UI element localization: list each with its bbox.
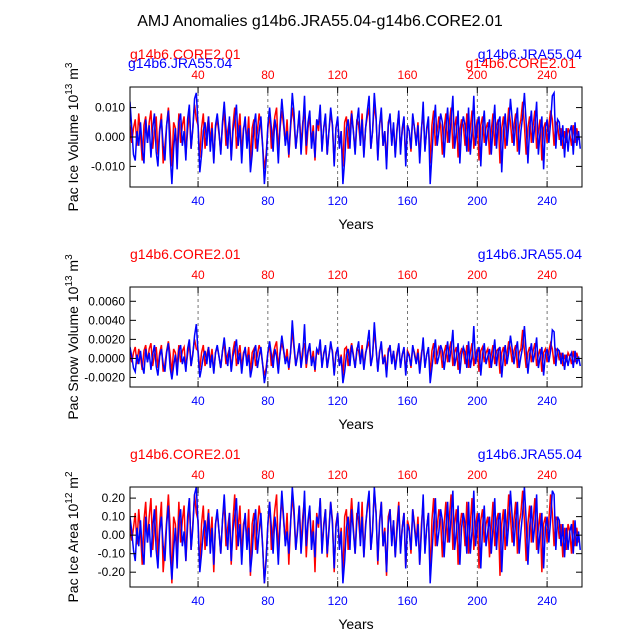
legend-jra: g14b6.JRA55.04: [478, 446, 583, 462]
xtick-label-top: 200: [467, 268, 487, 282]
legend-core: g14b6.CORE2.01: [130, 446, 241, 462]
xtick-label-bottom: 40: [191, 394, 205, 408]
xtick-label-bottom: 160: [397, 394, 417, 408]
xtick-label-bottom: 200: [467, 194, 487, 208]
legend-core: g14b6.CORE2.01: [130, 246, 241, 262]
figure-title: AMJ Anomalies g14b6.JRA55.04-g14b6.CORE2…: [137, 13, 503, 30]
xtick-label-bottom: 240: [537, 194, 557, 208]
x-axis-label: Years: [338, 616, 373, 632]
xtick-label-top: 40: [191, 268, 205, 282]
ytick-label: 0.00: [102, 528, 126, 542]
ytick-label: 0.000: [95, 130, 125, 144]
panel-snow-volume: -0.0020 0.0000 0.0020 0.0040 0.0060 40 40 80 80 1…: [64, 246, 583, 432]
xtick-label-bottom: 40: [191, 594, 205, 608]
xtick-label-top: 160: [397, 68, 417, 82]
xtick-label-top: 160: [397, 268, 417, 282]
y-axis-label: Pac Snow Volume 1013 m3: [64, 254, 81, 420]
xtick-label-top: 120: [328, 268, 348, 282]
panel-ice-volume: -0.010 0.000 0.010 40 40 80 80 120 120 160 160 200 2…: [64, 46, 583, 232]
ytick-label: 0.0020: [88, 332, 125, 346]
xtick-label-bottom: 240: [537, 394, 557, 408]
xtick-label-top: 80: [261, 468, 275, 482]
ytick-label: 0.20: [102, 491, 126, 505]
xtick-label-top: 240: [537, 268, 557, 282]
xtick-label-bottom: 120: [328, 194, 348, 208]
legend-core: g14b6.CORE2.01: [130, 46, 241, 62]
ytick-label: 0.10: [102, 510, 126, 524]
xtick-label-top: 200: [467, 468, 487, 482]
legend-jra: g14b6.JRA55.04: [478, 46, 583, 62]
xtick-label-top: 40: [191, 68, 205, 82]
y-axis-label: Pac Ice Volume 1013 m3: [64, 62, 81, 211]
ytick-label: 0.0000: [88, 351, 125, 365]
xtick-label-top: 80: [261, 68, 275, 82]
xtick-label-top: 40: [191, 468, 205, 482]
xtick-label-bottom: 40: [191, 194, 205, 208]
xtick-label-bottom: 200: [467, 394, 487, 408]
x-axis-label: Years: [338, 216, 373, 232]
xtick-label-bottom: 80: [261, 594, 275, 608]
legend-jra: g14b6.JRA55.04: [478, 246, 583, 262]
xtick-label-bottom: 80: [261, 194, 275, 208]
xtick-label-top: 240: [537, 68, 557, 82]
xtick-label-top: 120: [328, 68, 348, 82]
xtick-label-bottom: 160: [397, 194, 417, 208]
series-line-jra: [130, 487, 581, 584]
ytick-label: 0.0060: [88, 294, 125, 308]
xtick-label-top: 80: [261, 268, 275, 282]
series-line-jra: [130, 90, 581, 185]
ytick-label: 0.0040: [88, 313, 125, 327]
plot-frame: [129, 286, 583, 388]
legend-core-overlap: g14b6.CORE2.01: [465, 55, 576, 71]
xtick-label-bottom: 240: [537, 594, 557, 608]
xtick-label-top: 240: [537, 468, 557, 482]
panel-ice-area: -0.20 -0.10 0.00 0.10 0.20 40 40 80 80 120 120 160 1…: [64, 446, 583, 632]
xtick-label-bottom: 120: [328, 594, 348, 608]
ytick-label: -0.0020: [84, 370, 125, 384]
xtick-label-bottom: 80: [261, 394, 275, 408]
xtick-label-bottom: 160: [397, 594, 417, 608]
plot-frame: [129, 486, 583, 588]
panels: -0.010 0.000 0.010 40 40 80 80 120 120 160 160 200 2…: [64, 46, 583, 632]
ytick-label: -0.010: [91, 159, 125, 173]
xtick-label-top: 120: [328, 468, 348, 482]
ytick-label: 0.010: [95, 101, 125, 115]
xtick-label-top: 200: [467, 68, 487, 82]
xtick-label-top: 160: [397, 468, 417, 482]
ytick-label: -0.20: [98, 565, 126, 579]
legend-jra-overlap: g14b6.JRA55.04: [128, 55, 233, 71]
ytick-label: -0.10: [98, 547, 126, 561]
xtick-label-bottom: 120: [328, 394, 348, 408]
x-axis-label: Years: [338, 416, 373, 432]
y-axis-label: Pac Ice Area 1012 m2: [64, 471, 81, 603]
xtick-label-bottom: 200: [467, 594, 487, 608]
series-line-jra: [130, 320, 581, 384]
